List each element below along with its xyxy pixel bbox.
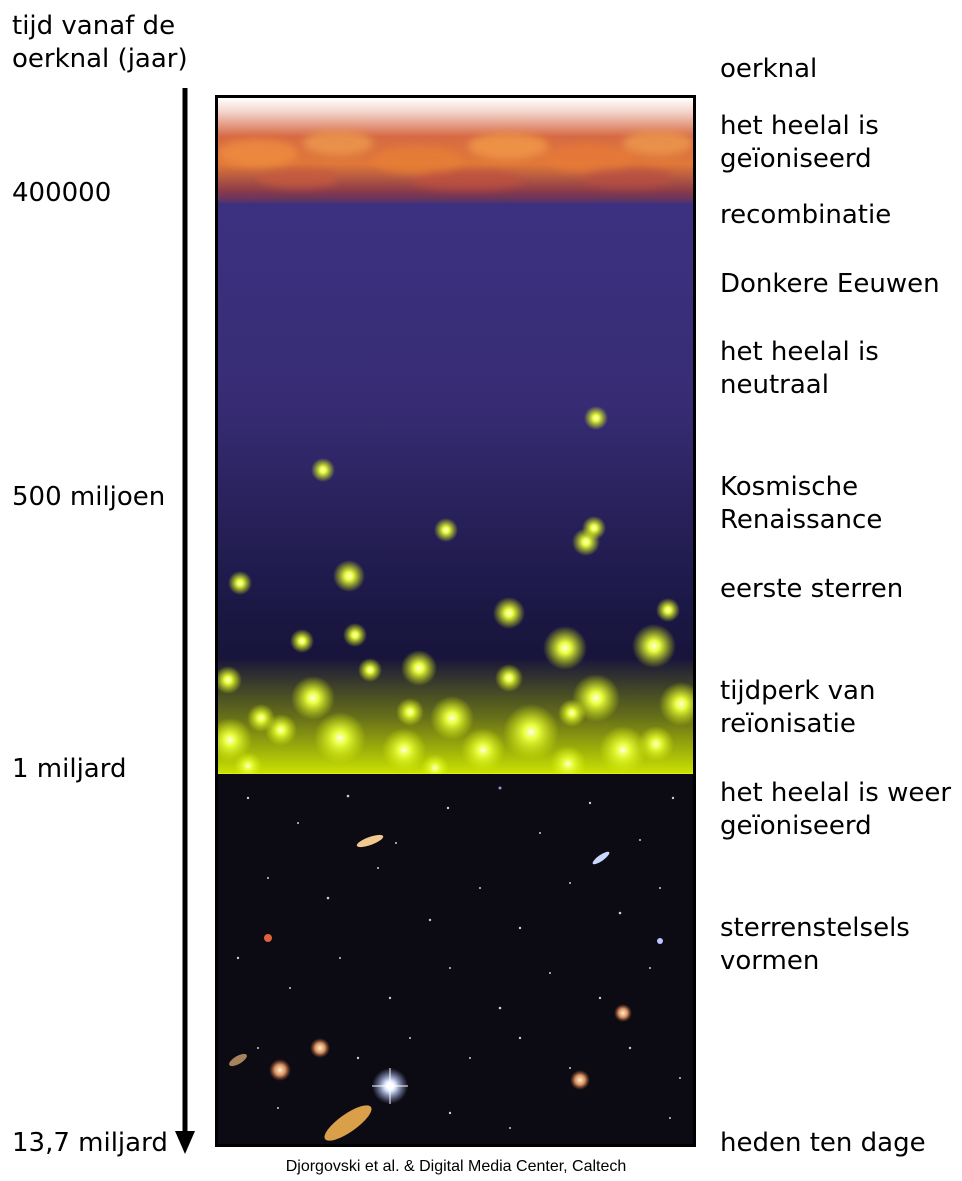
event-label-dark-ages: Donkere Eeuwen [720,269,940,299]
event-label-present-day: heden ten dage [720,1128,926,1158]
galaxy-field [218,774,693,1144]
event-label-recombination: recombinatie [720,200,892,230]
cosmic-history-panel [215,95,696,1147]
timeline-arrow [175,88,195,1154]
time-label-13-7-billion: 13,7 miljard [12,1128,168,1158]
first-stars [218,406,693,782]
time-label-400000: 400000 [12,178,112,208]
event-label-first-stars: eerste sterren [720,574,904,604]
axis-title: tijd vanaf de oerknal (jaar) [12,11,188,74]
event-label-galaxies-form: sterrenstelsels vormen [720,913,910,976]
image-credit: Djorgovski et al. & Digital Media Center… [285,1158,627,1175]
event-label-neutral: het heelal is neutraal [720,337,879,400]
event-label-cosmic-renaissance: Kosmische Renaissance [720,472,883,535]
event-label-oerknal: oerknal [720,54,818,84]
ionized-era-band [218,98,693,208]
event-label-ionized: het heelal is geïoniseerd [720,111,879,174]
time-label-500-million: 500 miljoen [12,482,166,512]
time-label-1-billion: 1 miljard [12,754,127,784]
event-label-reionization-era: tijdperk van reïonisatie [720,676,876,739]
event-label-reionized: het heelal is weer geïoniseerd [720,778,952,841]
